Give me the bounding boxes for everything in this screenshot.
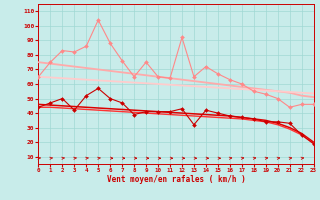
X-axis label: Vent moyen/en rafales ( km/h ): Vent moyen/en rafales ( km/h ) <box>107 175 245 184</box>
